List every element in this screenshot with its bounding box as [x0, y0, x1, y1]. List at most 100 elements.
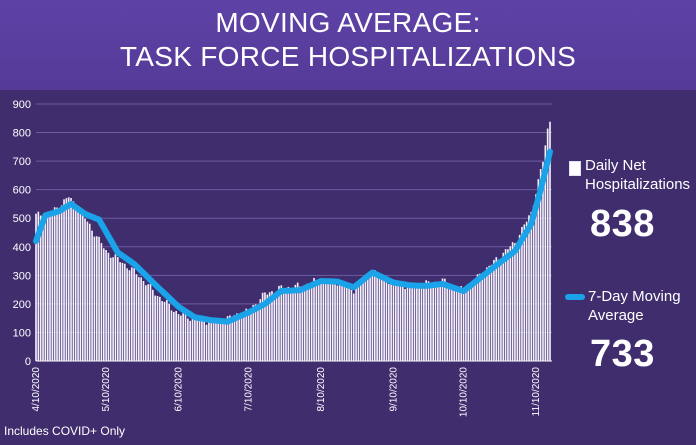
daily-bar: [462, 290, 465, 361]
daily-bar: [37, 211, 40, 361]
daily-bar: [348, 284, 350, 361]
daily-bar: [369, 277, 371, 361]
daily-bar: [317, 283, 320, 361]
x-tick-label: 9/10/2020: [388, 367, 399, 412]
x-tick-label: 5/10/2020: [101, 367, 112, 412]
daily-bar: [81, 212, 84, 361]
daily-bar: [203, 320, 206, 361]
daily-bar: [453, 286, 456, 361]
daily-bar: [77, 212, 79, 361]
daily-bar: [423, 285, 425, 361]
daily-bar: [184, 313, 187, 361]
daily-bar: [525, 221, 528, 361]
daily-bar: [170, 310, 173, 361]
daily-bar: [259, 299, 262, 361]
daily-bar: [327, 281, 329, 361]
daily-bar: [60, 205, 63, 361]
daily-bar: [229, 315, 231, 361]
daily-bar: [144, 285, 147, 361]
chart-title-line-2: TASK FORCE HOSPITALIZATIONS: [119, 41, 577, 72]
daily-bar: [210, 319, 213, 361]
daily-bar: [133, 268, 135, 361]
daily-bar: [542, 161, 544, 361]
daily-bar: [49, 213, 51, 361]
daily-bar: [205, 324, 208, 361]
daily-bar: [238, 316, 241, 361]
daily-bar: [299, 286, 301, 361]
daily-bar: [285, 289, 287, 361]
daily-bar: [322, 279, 325, 361]
daily-bar: [432, 283, 434, 361]
avg-value: 733: [590, 333, 655, 375]
y-tick-label: 0: [25, 356, 31, 368]
daily-bar: [93, 236, 96, 361]
daily-bar: [406, 285, 409, 361]
daily-bar: [416, 284, 418, 361]
daily-bar: [219, 318, 222, 361]
daily-bar: [532, 205, 535, 361]
daily-bar: [140, 277, 142, 361]
x-tick-label: 6/10/2020: [174, 367, 185, 412]
daily-bar: [352, 293, 355, 361]
daily-bar: [46, 211, 49, 361]
daily-bar: [154, 295, 156, 361]
daily-bar: [544, 145, 547, 361]
daily-bar: [380, 275, 383, 361]
daily-bar: [514, 243, 516, 361]
daily-bar: [446, 284, 449, 361]
daily-bar: [296, 282, 299, 361]
x-tick-label: 8/10/2020: [316, 367, 327, 412]
daily-bar: [39, 215, 42, 361]
daily-bar: [341, 283, 343, 361]
daily-bar: [257, 304, 259, 361]
daily-bar: [455, 289, 458, 361]
daily-bar: [254, 304, 257, 361]
daily-bar: [490, 264, 493, 361]
daily-bar: [507, 249, 509, 361]
daily-bar: [67, 197, 70, 361]
daily-bar: [173, 311, 175, 361]
y-tick-label: 900: [13, 99, 31, 111]
daily-bar: [315, 279, 318, 361]
daily-bar: [385, 282, 388, 361]
daily-bar: [236, 313, 238, 361]
daily-bar: [191, 317, 194, 361]
daily-bar: [497, 259, 500, 361]
daily-bar: [504, 249, 507, 361]
daily-bar: [156, 295, 159, 361]
x-tick-label: 10/10/2020: [459, 367, 470, 417]
daily-bar: [273, 293, 276, 361]
daily-bar: [86, 221, 89, 361]
daily-bar: [404, 288, 406, 361]
daily-bar: [91, 230, 93, 361]
daily-bar: [74, 208, 77, 361]
daily-bar: [308, 285, 311, 361]
daily-bar: [481, 276, 484, 361]
daily-bar: [394, 284, 397, 361]
daily-bar: [128, 270, 131, 361]
y-tick-label: 800: [13, 128, 31, 140]
daily-bar: [486, 267, 488, 361]
daily-bar: [79, 210, 82, 361]
daily-bar: [301, 288, 304, 361]
daily-bar: [231, 317, 234, 361]
daily-bar: [439, 283, 442, 361]
y-tick-label: 100: [13, 327, 31, 339]
daily-bar: [98, 236, 100, 361]
daily-bar: [198, 318, 201, 361]
daily-bar: [268, 292, 271, 361]
daily-bar: [102, 248, 105, 361]
daily-bar: [292, 289, 294, 361]
daily-bar: [240, 316, 243, 361]
daily-bar: [217, 317, 220, 361]
daily-bar: [397, 284, 399, 361]
daily-bar: [177, 314, 180, 361]
daily-bar: [72, 201, 75, 361]
daily-bar: [371, 272, 374, 361]
legend-daily-label-line-1: Daily Net: [585, 157, 646, 174]
daily-bar: [324, 281, 327, 361]
daily-bar: [359, 282, 362, 361]
daily-bar: [469, 283, 472, 361]
daily-bar: [159, 296, 161, 361]
daily-bar: [63, 199, 65, 361]
